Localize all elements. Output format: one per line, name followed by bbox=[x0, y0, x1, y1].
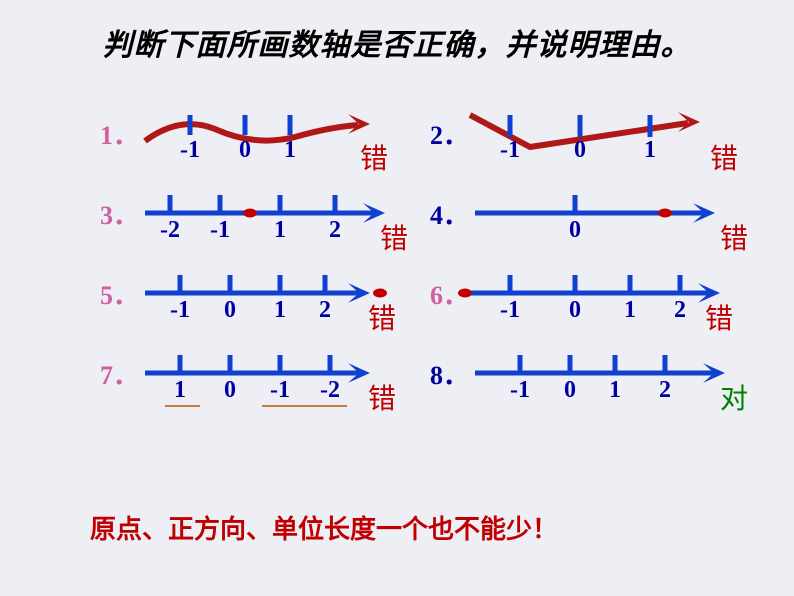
tick-label: -1 bbox=[500, 297, 520, 324]
tick-label: 1 bbox=[274, 297, 286, 324]
tick-label: 2 bbox=[659, 377, 671, 404]
number-line-item: 3．-2-112错 bbox=[110, 185, 450, 265]
tick-label: 0 bbox=[569, 217, 581, 244]
tick-label: 0 bbox=[564, 377, 576, 404]
judge-wrong: 错 bbox=[720, 217, 748, 257]
tick-label: 1 bbox=[644, 137, 656, 164]
tick-label: 1 bbox=[284, 137, 296, 164]
judge-correct: 对 bbox=[720, 377, 748, 417]
number-line-item: 4．0错 bbox=[440, 185, 780, 265]
number-line-item: 1．-101错 bbox=[110, 105, 450, 185]
tick-label: -1 bbox=[500, 137, 520, 164]
error-dot bbox=[458, 289, 472, 298]
error-dot bbox=[243, 209, 257, 218]
tick-label: 0 bbox=[224, 377, 236, 404]
error-dot bbox=[658, 209, 672, 218]
tick-label: 2 bbox=[674, 297, 686, 324]
underline-mark bbox=[262, 405, 347, 407]
number-line-item: 8．-1012对 bbox=[440, 345, 780, 425]
tick-label: 2 bbox=[319, 297, 331, 324]
tick-label: -1 bbox=[270, 377, 290, 404]
tick-label: 1 bbox=[624, 297, 636, 324]
judge-wrong: 错 bbox=[710, 137, 738, 177]
tick-label: -2 bbox=[320, 377, 340, 404]
number-line-item: 5．-1012错 bbox=[110, 265, 450, 345]
tick-label: -1 bbox=[180, 137, 200, 164]
tick-label: 1 bbox=[174, 377, 186, 404]
page-title: 判断下面所画数轴是否正确，并说明理由。 bbox=[0, 20, 794, 64]
tick-label: 0 bbox=[574, 137, 586, 164]
judge-wrong: 错 bbox=[368, 377, 396, 417]
tick-label: -1 bbox=[210, 217, 230, 244]
tick-label: 1 bbox=[609, 377, 621, 404]
tick-label: -1 bbox=[170, 297, 190, 324]
judge-wrong: 错 bbox=[368, 297, 396, 337]
judge-wrong: 错 bbox=[705, 297, 733, 337]
judge-wrong: 错 bbox=[380, 217, 408, 257]
judge-wrong: 错 bbox=[360, 137, 388, 177]
number-line-item: 6．-1012错 bbox=[440, 265, 780, 345]
tick-label: -1 bbox=[510, 377, 530, 404]
tick-label: 2 bbox=[329, 217, 341, 244]
number-line-item: 7．10-1-2错 bbox=[110, 345, 450, 425]
tick-label: 0 bbox=[224, 297, 236, 324]
footer-note: 原点、正方向、单位长度一个也不能少！ bbox=[90, 509, 558, 546]
tick-label: 0 bbox=[569, 297, 581, 324]
tick-label: 1 bbox=[274, 217, 286, 244]
number-line-svg bbox=[110, 105, 450, 185]
underline-mark bbox=[165, 405, 200, 407]
tick-label: 0 bbox=[239, 137, 251, 164]
tick-label: -2 bbox=[160, 217, 180, 244]
number-line-item: 2．-101错 bbox=[440, 105, 780, 185]
